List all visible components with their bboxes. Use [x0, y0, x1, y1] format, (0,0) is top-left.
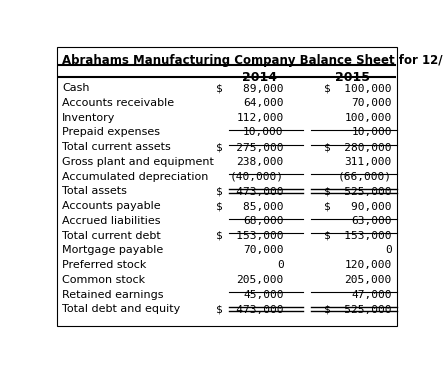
Text: Prepaid expenses: Prepaid expenses: [62, 127, 160, 138]
Text: Accumulated depreciation: Accumulated depreciation: [62, 172, 209, 182]
Text: Accounts receivable: Accounts receivable: [62, 98, 175, 108]
Text: 45,000: 45,000: [243, 290, 284, 300]
Text: Gross plant and equipment: Gross plant and equipment: [62, 157, 214, 167]
Text: $   85,000: $ 85,000: [216, 201, 284, 211]
Text: 311,000: 311,000: [345, 157, 392, 167]
Text: $  525,000: $ 525,000: [324, 187, 392, 197]
Text: 70,000: 70,000: [351, 98, 392, 108]
Text: 47,000: 47,000: [351, 290, 392, 300]
Text: Abrahams Manufacturing Company Balance Sheet for 12/31/2014 and 12/31/2015: Abrahams Manufacturing Company Balance S…: [62, 54, 443, 67]
Text: 63,000: 63,000: [351, 216, 392, 226]
Text: 2014: 2014: [242, 71, 277, 84]
Text: $  275,000: $ 275,000: [216, 142, 284, 152]
Text: Total current debt: Total current debt: [62, 231, 161, 241]
Text: 2015: 2015: [335, 71, 370, 84]
Text: 10,000: 10,000: [243, 127, 284, 138]
Text: 205,000: 205,000: [237, 275, 284, 285]
Text: 0: 0: [385, 245, 392, 255]
Text: 205,000: 205,000: [345, 275, 392, 285]
Text: Retained earnings: Retained earnings: [62, 290, 164, 300]
Text: Mortgage payable: Mortgage payable: [62, 245, 163, 255]
Text: (40,000): (40,000): [229, 172, 284, 182]
Text: 100,000: 100,000: [345, 113, 392, 123]
Text: $  153,000: $ 153,000: [324, 231, 392, 241]
Text: 68,000: 68,000: [243, 216, 284, 226]
Text: 64,000: 64,000: [243, 98, 284, 108]
Text: $  100,000: $ 100,000: [324, 83, 392, 93]
Text: $   90,000: $ 90,000: [324, 201, 392, 211]
Text: 238,000: 238,000: [237, 157, 284, 167]
Text: $  473,000: $ 473,000: [216, 187, 284, 197]
Text: (66,000): (66,000): [338, 172, 392, 182]
Text: 120,000: 120,000: [345, 260, 392, 270]
Text: Inventory: Inventory: [62, 113, 116, 123]
Text: 112,000: 112,000: [237, 113, 284, 123]
Text: $  525,000: $ 525,000: [324, 304, 392, 314]
Text: Common stock: Common stock: [62, 275, 145, 285]
Text: $  280,000: $ 280,000: [324, 142, 392, 152]
Text: 0: 0: [277, 260, 284, 270]
Text: 70,000: 70,000: [243, 245, 284, 255]
Text: Total current assets: Total current assets: [62, 142, 171, 152]
Text: Total debt and equity: Total debt and equity: [62, 304, 180, 314]
Text: $   89,000: $ 89,000: [216, 83, 284, 93]
Text: Cash: Cash: [62, 83, 90, 93]
Text: Accounts payable: Accounts payable: [62, 201, 161, 211]
Text: $  153,000: $ 153,000: [216, 231, 284, 241]
Text: Preferred stock: Preferred stock: [62, 260, 147, 270]
Text: 10,000: 10,000: [351, 127, 392, 138]
Text: Total assets: Total assets: [62, 187, 127, 197]
Text: Accrued liabilities: Accrued liabilities: [62, 216, 161, 226]
Text: $  473,000: $ 473,000: [216, 304, 284, 314]
